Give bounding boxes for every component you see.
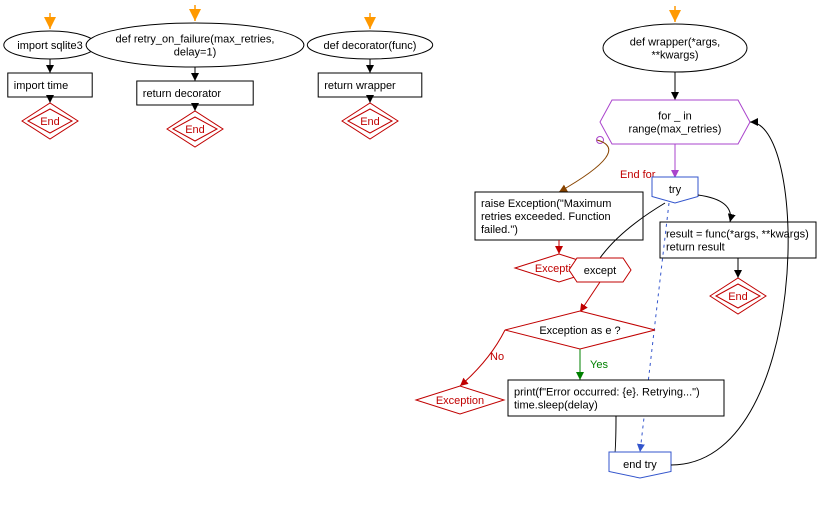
svg-text:**kwargs): **kwargs) <box>651 50 698 62</box>
svg-text:return result: return result <box>666 242 725 254</box>
svg-text:failed."): failed.") <box>481 224 518 236</box>
svg-text:return decorator: return decorator <box>143 88 222 100</box>
svg-text:delay=1): delay=1) <box>174 47 217 59</box>
svg-text:import time: import time <box>14 80 68 92</box>
svg-text:def decorator(func): def decorator(func) <box>324 40 417 52</box>
svg-text:except: except <box>584 265 616 277</box>
svg-text:retries exceeded. Function: retries exceeded. Function <box>481 211 611 223</box>
svg-text:raise Exception("Maximum: raise Exception("Maximum <box>481 198 611 210</box>
svg-text:result = func(*args, **kwargs): result = func(*args, **kwargs) <box>666 229 809 241</box>
svg-text:End: End <box>185 124 205 136</box>
svg-text:No: No <box>490 351 504 363</box>
svg-text:def wrapper(*args,: def wrapper(*args, <box>630 37 721 49</box>
svg-text:print(f"Error occurred: {e}. R: print(f"Error occurred: {e}. Retrying...… <box>514 387 700 399</box>
svg-text:def retry_on_failure(max_retri: def retry_on_failure(max_retries, <box>116 34 275 46</box>
svg-text:End: End <box>360 116 380 128</box>
svg-text:End for: End for <box>620 169 656 181</box>
svg-text:End: End <box>728 291 748 303</box>
svg-text:for _ in: for _ in <box>658 111 692 123</box>
svg-text:return wrapper: return wrapper <box>324 80 396 92</box>
svg-text:try: try <box>669 184 682 196</box>
svg-text:range(max_retries): range(max_retries) <box>629 124 722 136</box>
svg-text:End: End <box>40 116 60 128</box>
svg-text:import sqlite3: import sqlite3 <box>17 40 82 52</box>
svg-text:Exception: Exception <box>436 395 484 407</box>
svg-text:Yes: Yes <box>590 359 608 371</box>
svg-text:time.sleep(delay): time.sleep(delay) <box>514 400 598 412</box>
svg-text:Exception as e ?: Exception as e ? <box>539 325 620 337</box>
svg-text:end try: end try <box>623 459 657 471</box>
